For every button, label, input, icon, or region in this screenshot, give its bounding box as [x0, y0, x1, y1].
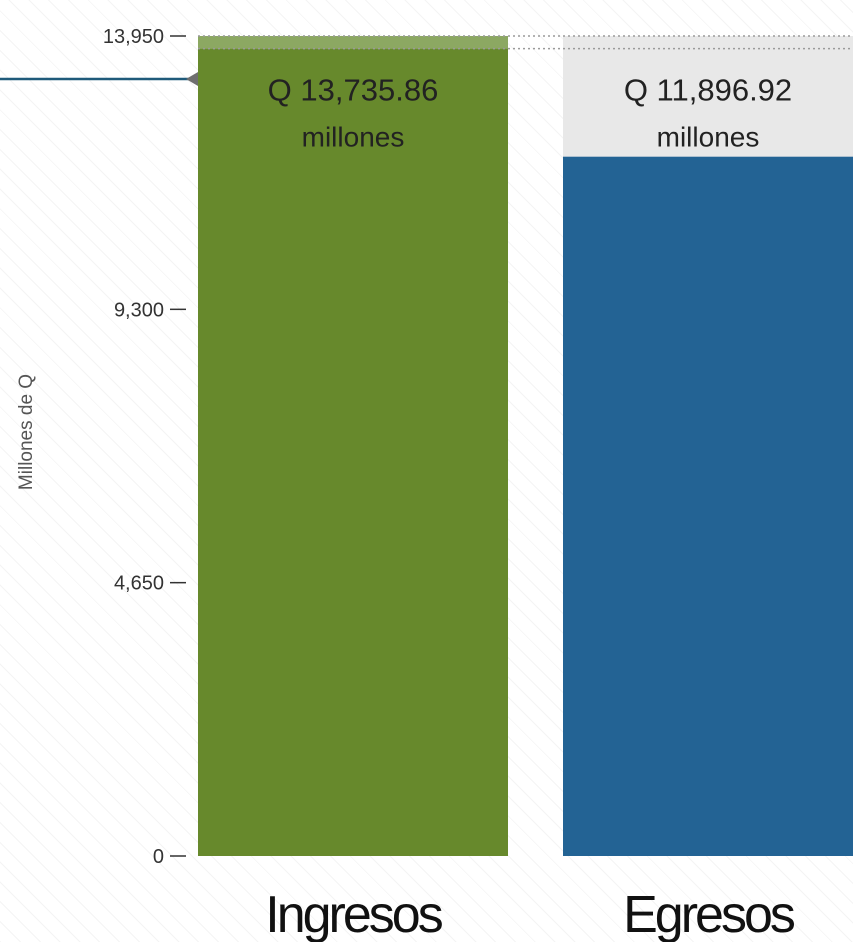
- value-unit-egresos: millones: [657, 122, 760, 153]
- category-label-egresos: Egresos: [623, 886, 795, 942]
- category-label-ingresos: Ingresos: [265, 886, 442, 942]
- value-label-ingresos: Q 13,735.86: [268, 73, 439, 108]
- y-axis-label: Millones de Q: [16, 374, 37, 490]
- bars-group: [198, 48, 853, 856]
- y-tick-label: 0: [153, 846, 164, 868]
- y-axis-ticks: 0 4,650 9,300 13,950: [103, 26, 186, 868]
- bar-headroom-group: [198, 36, 853, 157]
- y-tick-label: 4,650: [114, 573, 164, 595]
- headroom-ingresos: [198, 36, 508, 49]
- y-tick-label: 9,300: [114, 299, 164, 321]
- y-tick-label: 13,950: [103, 26, 164, 48]
- category-labels-group: Ingresos Egresos: [265, 886, 798, 942]
- indicator-marker-icon: [186, 72, 198, 86]
- bar-ingresos: [198, 48, 508, 856]
- reference-lines-group: [0, 35, 853, 86]
- value-label-egresos: Q 11,896.92: [624, 73, 792, 108]
- headroom-egresos: [563, 36, 853, 157]
- value-unit-ingresos: millones: [302, 122, 405, 153]
- bar-egresos: [563, 156, 853, 856]
- value-labels-group: Q 13,735.86 millones Q 11,896.92 millones: [268, 73, 792, 153]
